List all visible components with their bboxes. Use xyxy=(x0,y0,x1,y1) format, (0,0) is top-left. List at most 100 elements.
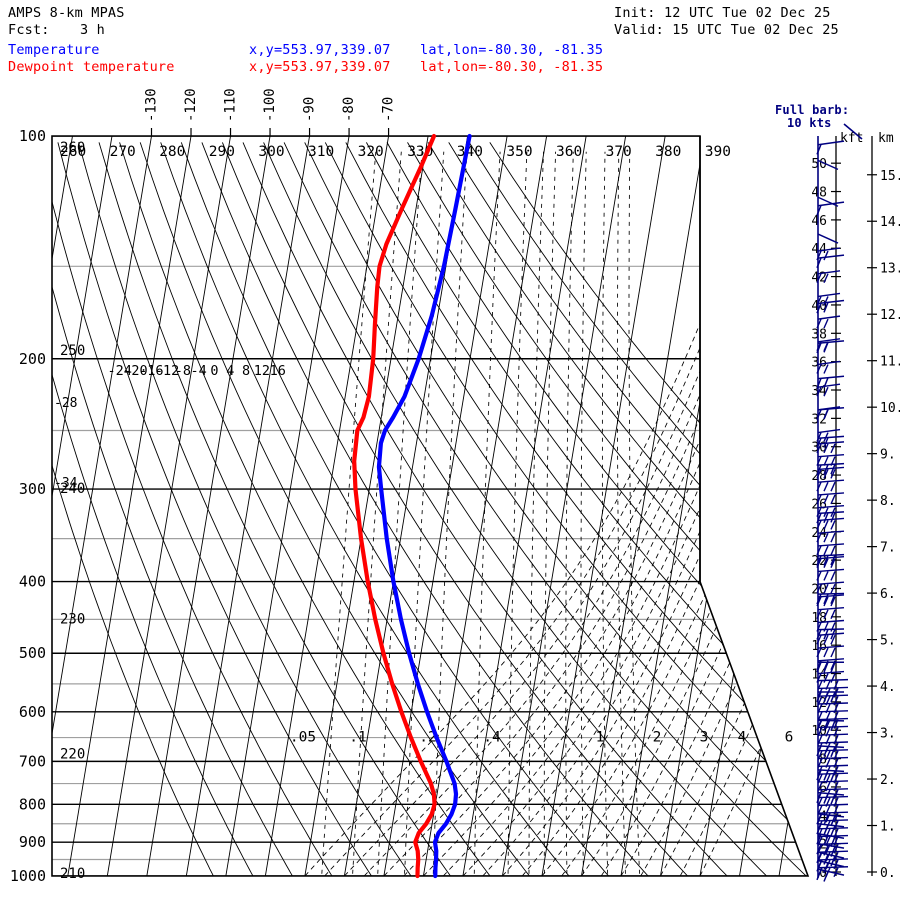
dry-adiabat xyxy=(468,142,808,876)
dry-adiabat xyxy=(52,142,342,876)
wind-barb xyxy=(816,254,845,269)
mixing-ratio-labels: .05 .1 .2 .4 1 2 3 4 6 xyxy=(290,730,793,746)
theta-top-label: 280 xyxy=(159,144,185,160)
mixing-ratio-line xyxy=(432,151,468,876)
wind-barb xyxy=(816,645,845,658)
mixing-ratio-line xyxy=(543,151,557,876)
mixing-ratio-line xyxy=(580,151,587,876)
isotherm-mid-label: 12 xyxy=(254,363,270,379)
km-tick-label: 4. xyxy=(880,680,896,695)
wind-barb xyxy=(816,581,845,594)
wind-barb xyxy=(816,632,845,645)
wind-barb xyxy=(816,338,841,352)
mixing-ratio-label: 2 xyxy=(653,730,662,746)
wind-barb xyxy=(816,543,845,556)
pressure-tick-label: 600 xyxy=(19,703,46,721)
wind-barb xyxy=(817,842,849,854)
wind-barb xyxy=(816,670,845,683)
pressure-tick-label: 800 xyxy=(19,795,46,813)
dry-adiabat xyxy=(119,142,503,876)
dry-adiabat xyxy=(160,142,583,876)
kft-tick-label: 38 xyxy=(811,327,827,342)
dry-adiabat xyxy=(201,142,663,876)
pressure-tick-label: 100 xyxy=(19,127,46,145)
wind-barb xyxy=(816,247,841,261)
isotherm xyxy=(264,136,390,876)
dry-adiabat xyxy=(386,142,808,876)
wind-barb xyxy=(817,233,839,244)
moist-adiabat xyxy=(482,136,808,876)
wind-barb xyxy=(816,607,845,620)
theta-top-label: 260 xyxy=(60,144,86,160)
theta-left-label: 250 xyxy=(60,343,85,359)
kft-tick-label: 36 xyxy=(811,356,827,371)
isotherm xyxy=(660,136,785,876)
wind-barb xyxy=(816,428,841,442)
pressure-tick-label: 500 xyxy=(19,644,46,662)
kft-tick-label: 16 xyxy=(811,639,827,654)
wind-barb xyxy=(817,834,849,846)
mixing-ratio-line xyxy=(507,151,528,876)
wind-barb xyxy=(816,504,845,517)
kft-tick-label: 4 xyxy=(819,809,827,824)
theta-top-label: 320 xyxy=(358,144,384,160)
kft-tick-label: 14 xyxy=(811,668,827,683)
wind-barb xyxy=(816,568,845,581)
wind-barb xyxy=(816,270,841,284)
wind-barb xyxy=(817,741,849,753)
isotherm-top-labels: -130 -120 -110 -100 -90 -80 -70 xyxy=(144,88,397,136)
km-tick-label: 5. xyxy=(880,634,896,649)
moist-adiabat xyxy=(304,136,775,876)
isotherm xyxy=(304,136,429,876)
isotherm-mid-label: -4 xyxy=(191,363,207,379)
moist-adiabat xyxy=(363,136,803,876)
mixing-ratio-line xyxy=(473,151,501,876)
mixing-ratio-label: .4 xyxy=(483,730,501,746)
wind-barb xyxy=(816,315,841,329)
kft-tick-label: 26 xyxy=(811,497,827,512)
theta-left-extra-label: -28 xyxy=(54,396,77,411)
isotherm-mid-label: 0 xyxy=(210,363,218,379)
km-tick-label: 13. xyxy=(880,262,900,277)
pressure-tick-label: 700 xyxy=(19,752,46,770)
wind-barb xyxy=(817,811,849,823)
wind-barb xyxy=(817,827,849,839)
dry-adiabat xyxy=(304,142,808,876)
dry-adiabat xyxy=(448,142,808,876)
isotherm xyxy=(462,136,587,876)
wind-barb xyxy=(816,435,845,449)
isotherm-mid-label: -16 xyxy=(139,363,163,379)
wind-barb xyxy=(817,850,849,862)
mixing-ratio-line xyxy=(403,151,445,876)
kft-tick-label: 0 xyxy=(819,866,827,881)
temperature-curve-path xyxy=(376,133,472,879)
pressure-tick-label: 1000 xyxy=(10,867,46,885)
km-axis-label: km xyxy=(878,131,894,146)
isotherm xyxy=(383,136,508,876)
wind-key-line2: 10 kts xyxy=(787,116,832,130)
wind-barb xyxy=(816,511,845,524)
isotherm xyxy=(699,136,808,876)
theta-top-label: 380 xyxy=(655,144,681,160)
mixing-ratio-label: 6 xyxy=(785,730,794,746)
km-tick-label: 15. xyxy=(880,169,900,184)
wind-barb xyxy=(816,530,845,543)
temperature-latlon: lat,lon=-80.30, -81.35 xyxy=(420,42,604,58)
mixing-ratio-label: .05 xyxy=(290,730,316,746)
theta-top-label: 370 xyxy=(606,144,632,160)
isotherm xyxy=(422,136,548,876)
mixing-ratio-label: 3 xyxy=(700,730,709,746)
km-tick-label: 12. xyxy=(880,308,900,323)
mixing-ratio-label: 4 xyxy=(738,730,747,746)
mixing-ratio-line xyxy=(528,151,544,876)
valid-time: Valid: 15 UTC Tue 02 Dec 25 xyxy=(614,22,839,38)
grid-lines xyxy=(52,136,808,876)
isotherm-top-label: -70 xyxy=(381,97,397,122)
wind-barb xyxy=(817,795,849,807)
kft-tick-label: 32 xyxy=(811,412,827,427)
theta-top-label: 340 xyxy=(457,144,483,160)
isotherm-mid-label: -12 xyxy=(155,363,179,379)
dry-adiabat xyxy=(180,142,623,876)
theta-top-label: 270 xyxy=(110,144,136,160)
